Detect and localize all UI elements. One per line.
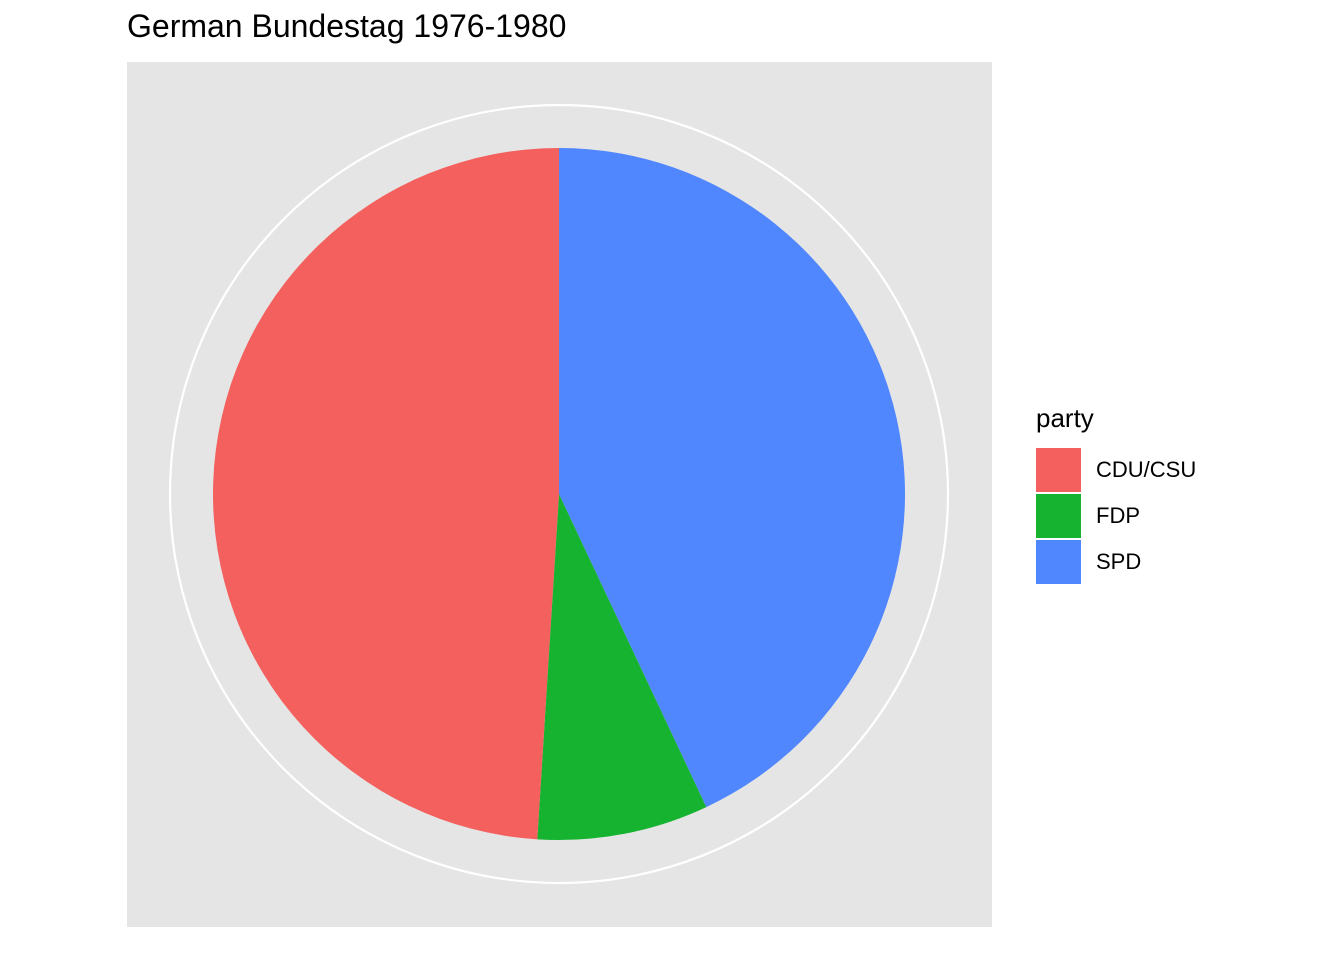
grid-circle [168, 103, 950, 885]
legend-key-fdp [1036, 494, 1081, 538]
chart-title: German Bundestag 1976-1980 [127, 8, 567, 44]
legend-key-spd [1036, 540, 1081, 584]
legend-key-cdu-csu [1036, 448, 1081, 492]
pie-slice-spd [559, 148, 905, 808]
pie-slices [212, 148, 905, 841]
legend-label: SPD [1096, 549, 1142, 574]
pie-slice-fdp [537, 494, 707, 841]
pie-slice-cdu-csu [212, 148, 559, 840]
legend-title: party [1036, 403, 1094, 433]
legend-label: FDP [1096, 503, 1140, 528]
legend-label: CDU/CSU [1096, 457, 1197, 482]
